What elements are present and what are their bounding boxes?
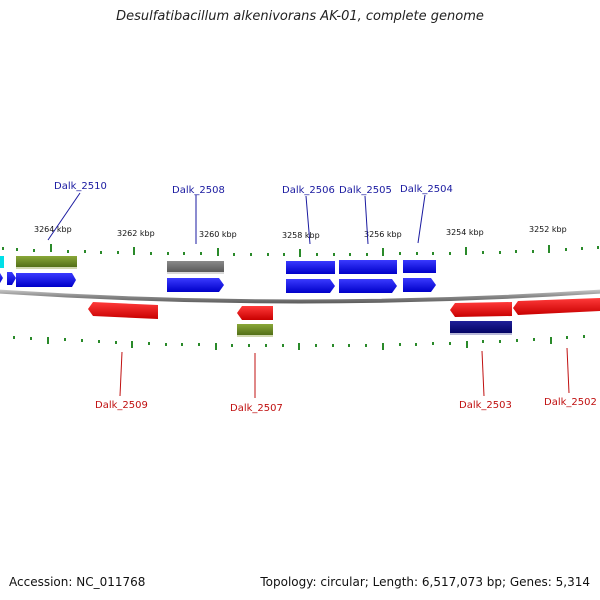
forward-label-leaders	[47, 192, 426, 245]
cds-forward[interactable]	[286, 261, 335, 274]
topology-text: Topology: circular; Length: 6,517,073 bp…	[260, 575, 590, 589]
kbp-label: 3262 kbp	[117, 229, 155, 238]
genome-title: Desulfatibacillum alkenivorans AK-01, co…	[116, 9, 484, 24]
reverse-gene-labels: Dalk_2509 Dalk_2507 Dalk_2503 Dalk_2502	[95, 397, 597, 414]
gene-label-reverse[interactable]: Dalk_2502	[544, 397, 597, 408]
outer-tick-ring	[2, 244, 599, 257]
gene-label-reverse[interactable]: Dalk_2503	[459, 400, 512, 411]
gene-label-forward[interactable]: Dalk_2506	[282, 185, 335, 196]
cds-reverse[interactable]	[237, 306, 273, 320]
gene-label-reverse[interactable]: Dalk_2507	[230, 403, 283, 414]
kbp-label: 3254 kbp	[446, 228, 484, 237]
genome-backbone	[0, 289, 600, 304]
reverse-label-leaders	[119, 347, 570, 398]
cds-reverse-row	[88, 298, 600, 320]
feature-pseudo-outer[interactable]	[167, 261, 224, 274]
kbp-label: 3256 kbp	[364, 230, 402, 239]
gene-label-forward[interactable]: Dalk_2508	[172, 185, 225, 196]
kbp-label: 3264 kbp	[34, 225, 72, 234]
cds-forward[interactable]	[339, 260, 397, 274]
gene-label-forward[interactable]: Dalk_2504	[400, 184, 453, 195]
cds-forward[interactable]	[403, 278, 436, 292]
cds-reverse[interactable]	[513, 298, 600, 315]
gene-label-forward[interactable]: Dalk_2510	[54, 181, 107, 192]
gene-label-reverse[interactable]: Dalk_2509	[95, 400, 148, 411]
feature-cyan-partial[interactable]	[0, 256, 4, 268]
cds-forward[interactable]	[7, 272, 16, 285]
kbp-label: 3260 kbp	[199, 230, 237, 239]
cds-forward-row	[0, 260, 436, 293]
gene-label-forward[interactable]: Dalk_2505	[339, 185, 392, 196]
feature-rrna-outer[interactable]	[16, 256, 77, 269]
feature-rrna-inner[interactable]	[237, 324, 273, 337]
kbp-label: 3258 kbp	[282, 231, 320, 240]
inner-tick-ring	[13, 335, 585, 350]
cds-forward[interactable]	[167, 278, 224, 292]
forward-gene-labels: Dalk_2510 Dalk_2508 Dalk_2506 Dalk_2505 …	[54, 181, 453, 196]
cds-forward[interactable]	[0, 273, 3, 283]
kbp-label: 3252 kbp	[529, 225, 567, 234]
feature-navy-inner[interactable]	[450, 321, 512, 335]
accession-text: Accession: NC_011768	[9, 575, 146, 589]
cds-forward[interactable]	[403, 260, 436, 273]
cds-reverse[interactable]	[450, 302, 512, 317]
cds-forward[interactable]	[339, 279, 397, 293]
cds-forward[interactable]	[286, 279, 335, 293]
cds-reverse[interactable]	[88, 302, 158, 319]
kbp-scale-labels: 3264 kbp 3262 kbp 3260 kbp 3258 kbp 3256…	[34, 225, 567, 240]
cds-forward[interactable]	[16, 273, 76, 287]
